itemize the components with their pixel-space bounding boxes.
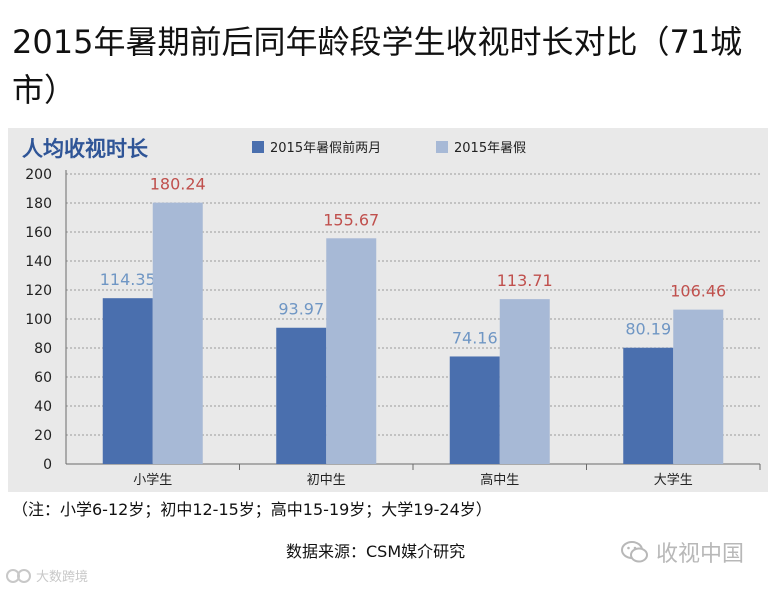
bar-pre-summer — [449, 356, 500, 464]
y-tick-label: 0 — [43, 457, 52, 473]
bar-value-label: 93.97 — [278, 300, 324, 319]
x-category-label: 高中生 — [480, 472, 519, 488]
y-tick-label: 120 — [25, 283, 52, 299]
bar-pre-summer — [276, 327, 327, 464]
legend-label-0: 2015年暑假前两月 — [270, 140, 381, 156]
x-category-label: 大学生 — [654, 472, 693, 488]
bar-summer — [673, 309, 724, 464]
wechat-icon — [621, 541, 648, 563]
bar-value-label: 180.24 — [150, 175, 206, 194]
x-category-label: 初中生 — [307, 473, 346, 488]
y-tick-label: 160 — [25, 225, 52, 241]
bar-value-label: 106.46 — [670, 282, 726, 301]
legend-swatch-1 — [436, 141, 448, 153]
y-tick-label: 60 — [34, 370, 52, 386]
legend-label-1: 2015年暑假 — [454, 141, 526, 156]
bar-value-label: 114.35 — [100, 270, 156, 289]
bar-value-label: 113.71 — [497, 271, 553, 290]
bar-value-label: 155.67 — [323, 210, 379, 229]
y-tick-label: 100 — [25, 312, 52, 328]
bar-value-label: 74.16 — [452, 328, 498, 347]
chart-title: 人均收视时长 — [22, 137, 149, 161]
y-tick-label: 180 — [25, 196, 52, 212]
bar-summer — [326, 238, 377, 464]
bar-value-label: 80.19 — [625, 320, 671, 339]
y-tick-label: 200 — [25, 167, 52, 183]
y-tick-label: 80 — [34, 341, 52, 357]
watermark-text: 大数跨境 — [36, 570, 89, 585]
bar-pre-summer — [623, 347, 674, 464]
y-tick-label: 140 — [25, 254, 52, 270]
chart-panel: 人均收视时长 2015年暑假前两月 2015年暑假 0 20 40 60 80 100 120 14… — [8, 128, 768, 492]
bar-summer — [499, 299, 550, 464]
data-source: 数据来源：CSM媒介研究 — [286, 542, 466, 561]
y-tick-label: 20 — [34, 428, 52, 444]
wechat-account-name: 收视中国 — [656, 542, 745, 567]
wechat-badge: 收视中国 — [620, 536, 744, 568]
page-title: 2015年暑期前后同年龄段学生收视时长对比（71城市） — [12, 23, 743, 109]
legend-swatch-0 — [252, 141, 264, 153]
bar-chart: 人均收视时长 2015年暑假前两月 2015年暑假 0 20 40 60 80 100 120 14… — [22, 137, 761, 488]
bar-summer — [152, 202, 203, 464]
y-tick-label: 40 — [34, 399, 52, 415]
x-category-label: 小学生 — [133, 472, 172, 488]
watermark: 大数跨境 — [6, 566, 88, 585]
watermark-logo-icon — [6, 568, 31, 583]
bar-pre-summer — [102, 298, 153, 464]
age-footnote: （注：小学6-12岁；初中12-15岁；高中15-19岁；大学19-24岁） — [12, 500, 492, 519]
